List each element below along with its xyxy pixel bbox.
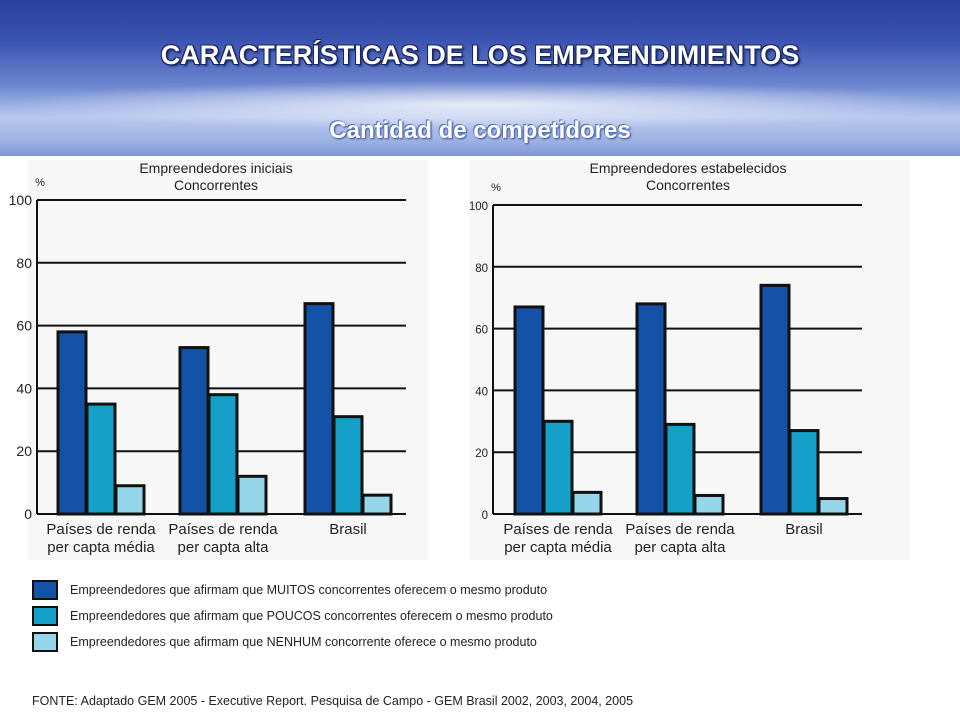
chart2-bar-poucos (788, 429, 820, 516)
legend-swatch-muitos (32, 580, 58, 600)
chart2-ytick-label: 40 (475, 386, 488, 398)
chart2-bar-poucos (542, 419, 574, 516)
chart1-bar-nenhum (361, 493, 393, 516)
chart1-category-label: per capta alta (178, 539, 270, 556)
chart1-category-label: Brasil (329, 521, 367, 538)
chart2-bar-poucos (664, 422, 696, 516)
legend-swatch-poucos (32, 606, 58, 626)
legend-label-nenhum: Empreendedores que afirmam que NENHUM co… (70, 635, 537, 649)
chart1-ytick-label: 20 (16, 443, 32, 459)
chart1-ytick-label: 100 (9, 192, 33, 208)
chart1-bar-muitos (178, 346, 210, 516)
chart2-bar-nenhum (693, 493, 725, 516)
chart2-category-label: Países de renda (503, 521, 613, 538)
chart1-category-label: per capta média (47, 539, 155, 556)
chart2-category-label: Brasil (785, 521, 823, 538)
chart2-bar-muitos (635, 302, 667, 516)
chart1-title: Empreendedores iniciais (139, 160, 292, 176)
chart1-ytick-label: 40 (16, 380, 32, 396)
chart1-bar-poucos (85, 402, 117, 516)
chart2-title: Empreendedores estabelecidos (590, 160, 787, 176)
chart1-category-label: Países de renda (46, 521, 156, 538)
source-note: FONTE: Adaptado GEM 2005 - Executive Rep… (32, 694, 634, 708)
chart1-subtitle: Concorrentes (174, 177, 258, 193)
legend-item-poucos: Empreendedores que afirmam que POUCOS co… (32, 606, 592, 630)
chart2-bar-muitos (513, 305, 545, 516)
header-banner (0, 0, 960, 156)
legend-label-muitos: Empreendedores que afirmam que MUITOS co… (70, 583, 548, 597)
chart2-ytick-label: 0 (482, 510, 488, 522)
chart2-ytick-label: 60 (475, 325, 488, 337)
chart2-ytick-label: 100 (469, 201, 488, 213)
chart2-bar-muitos (759, 283, 791, 516)
chart1-ylabel: % (35, 177, 45, 189)
legend-label-poucos: Empreendedores que afirmam que POUCOS co… (70, 609, 553, 623)
chart2-bar-nenhum (817, 497, 849, 516)
chart2-ylabel: % (491, 182, 501, 194)
page-subtitle: Cantidad de competidores (329, 117, 631, 144)
chart1-ytick-label: 0 (24, 506, 32, 522)
chart2-subtitle: Concorrentes (646, 177, 730, 193)
chart2-category-label: per capta média (504, 539, 612, 556)
legend-item-muitos: Empreendedores que afirmam que MUITOS co… (32, 580, 592, 604)
charts-canvas: Empreendedores iniciaisConcorrentes%0204… (8, 160, 862, 556)
page-title: CARACTERÍSTICAS DE LOS EMPRENDIMIENTOS (160, 40, 800, 70)
chart1-ytick-label: 80 (16, 255, 32, 271)
chart2-category-label: Países de renda (625, 521, 735, 538)
chart2-ytick-label: 20 (475, 448, 488, 460)
legend-item-nenhum: Empreendedores que afirmam que NENHUM co… (32, 632, 592, 656)
chart1-ytick-label: 60 (16, 318, 32, 334)
chart1-bar-poucos (207, 393, 239, 516)
chart1-bar-muitos (303, 302, 335, 516)
legend-swatch-nenhum (32, 632, 58, 652)
chart1-bar-nenhum (114, 484, 146, 516)
chart2-ytick-label: 80 (475, 263, 488, 275)
chart2-bar-nenhum (571, 490, 603, 516)
chart1-category-label: Países de renda (168, 521, 278, 538)
chart1-bar-muitos (56, 330, 88, 516)
chart1-bar-poucos (332, 415, 364, 516)
chart1-bar-nenhum (236, 474, 268, 516)
chart2-category-label: per capta alta (635, 539, 727, 556)
